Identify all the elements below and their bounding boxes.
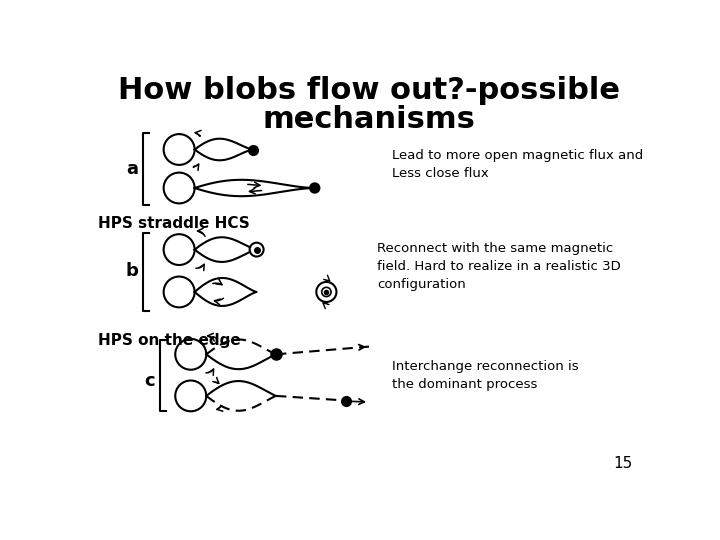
Circle shape	[250, 242, 264, 256]
Text: 15: 15	[613, 456, 632, 471]
Text: Lead to more open magnetic flux and
Less close flux: Lead to more open magnetic flux and Less…	[392, 150, 644, 180]
Text: Interchange reconnection is
the dominant process: Interchange reconnection is the dominant…	[392, 360, 579, 390]
Circle shape	[310, 184, 320, 193]
Text: b: b	[125, 262, 138, 280]
Text: Reconnect with the same magnetic
field. Hard to realize in a realistic 3D
config: Reconnect with the same magnetic field. …	[377, 242, 621, 291]
Text: HPS on the edge: HPS on the edge	[98, 333, 240, 348]
Text: How blobs flow out?-possible: How blobs flow out?-possible	[118, 76, 620, 105]
Text: HPS straddle HCS: HPS straddle HCS	[98, 217, 250, 232]
Text: a: a	[126, 160, 138, 178]
Circle shape	[322, 287, 331, 296]
Text: mechanisms: mechanisms	[263, 105, 475, 134]
Text: c: c	[145, 372, 155, 390]
Circle shape	[316, 282, 336, 302]
